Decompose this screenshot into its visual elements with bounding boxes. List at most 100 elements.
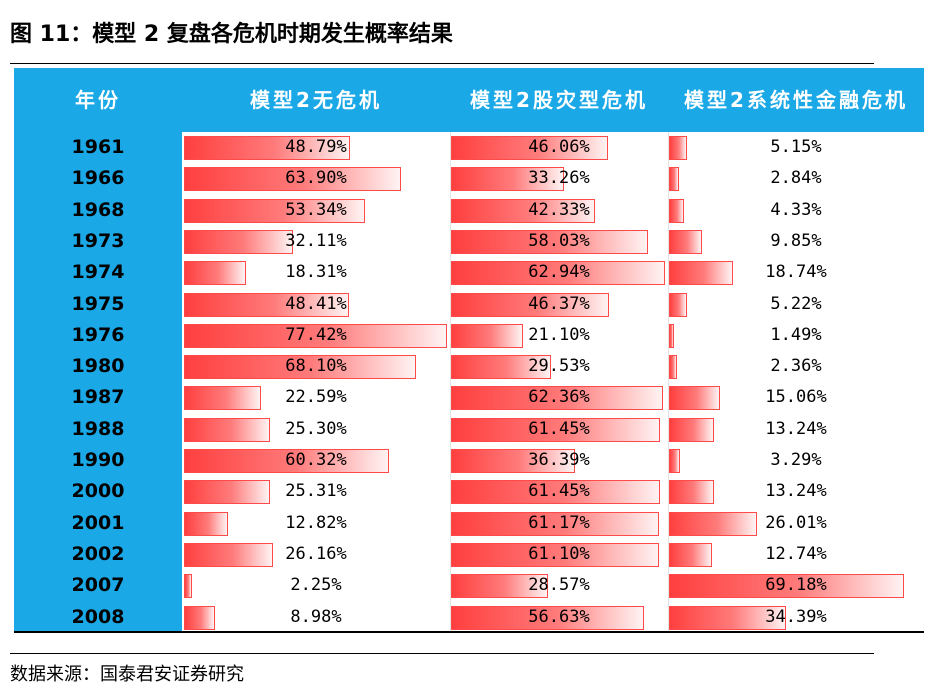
bar-stock-crash <box>451 386 664 411</box>
value-label-no-crisis: 63.90% <box>285 168 347 189</box>
bar-no-crisis <box>184 542 273 567</box>
figure-title: 图 11：模型 2 复盘各危机时期发生概率结果 <box>10 22 453 47</box>
bar-stock-crash <box>451 605 644 630</box>
year-label: 1968 <box>71 198 125 221</box>
value-label-no-crisis: 68.10% <box>285 356 347 377</box>
table-row: 1975 48.41% 46.37% 5.22% <box>14 289 924 320</box>
year-label: 1980 <box>71 355 125 378</box>
table-row: 1990 60.32% 36.39% 3.29% <box>14 445 924 476</box>
year-label: 2001 <box>71 511 125 534</box>
footer-rule <box>10 653 874 654</box>
year-label: 1990 <box>71 449 125 471</box>
column-separator <box>450 132 451 633</box>
bar-systemic-crisis <box>669 417 715 442</box>
bar-stock-crash <box>451 511 659 536</box>
value-label-systemic-crisis: 13.24% <box>765 481 827 502</box>
value-label-systemic-crisis: 4.33% <box>770 199 822 220</box>
value-label-systemic-crisis: 18.74% <box>765 262 827 283</box>
value-label-no-crisis: 60.32% <box>285 450 347 470</box>
value-label-systemic-crisis: 9.85% <box>770 230 822 251</box>
header-year: 年份 <box>75 88 121 112</box>
table-row: 1976 77.42% 21.10% 1.49% <box>14 320 924 351</box>
year-label: 1987 <box>71 386 125 409</box>
bar-systemic-crisis <box>669 323 675 348</box>
bar-systemic-crisis <box>669 261 733 286</box>
value-label-no-crisis: 12.82% <box>285 512 347 533</box>
value-label-systemic-crisis: 2.84% <box>770 168 822 189</box>
value-label-no-crisis: 53.34% <box>285 199 347 220</box>
bar-no-crisis <box>184 198 366 223</box>
value-label-no-crisis: 2.25% <box>290 575 342 596</box>
bar-no-crisis <box>184 386 261 411</box>
bar-no-crisis <box>184 292 349 317</box>
table-row: 1988 25.30% 61.45% 13.24% <box>14 414 924 445</box>
value-label-systemic-crisis: 1.49% <box>770 324 822 345</box>
bar-no-crisis <box>184 417 271 442</box>
value-label-systemic-crisis: 15.06% <box>765 387 827 408</box>
bar-stock-crash <box>451 167 565 192</box>
bar-stock-crash <box>451 323 523 348</box>
bar-stock-crash <box>451 198 595 223</box>
bar-no-crisis <box>184 229 294 254</box>
table-row: 2001 12.82% 61.17% 26.01% <box>14 508 924 539</box>
value-label-systemic-crisis: 13.24% <box>765 418 827 439</box>
bar-systemic-crisis <box>669 229 703 254</box>
bar-systemic-crisis <box>669 542 713 567</box>
year-label: 2000 <box>71 480 125 503</box>
table-row: 2008 8.98% 56.63% 34.39% <box>14 602 924 633</box>
bar-stock-crash <box>451 355 552 380</box>
year-label: 1976 <box>71 323 125 346</box>
value-label-stock-crash: 61.45% <box>528 418 590 439</box>
table-row: 1968 53.34% 42.33% 4.33% <box>14 195 924 226</box>
bar-systemic-crisis <box>669 574 905 599</box>
value-label-no-crisis: 48.41% <box>285 293 347 314</box>
bar-stock-crash <box>451 417 660 442</box>
value-label-stock-crash: 62.94% <box>528 262 590 283</box>
bar-no-crisis <box>184 449 390 473</box>
value-label-no-crisis: 22.59% <box>285 387 347 408</box>
value-label-systemic-crisis: 26.01% <box>765 512 827 533</box>
bar-stock-crash <box>451 480 660 505</box>
table-row: 2000 25.31% 61.45% 13.24% <box>14 476 924 507</box>
bar-systemic-crisis <box>669 198 684 223</box>
table-row: 1961 48.79% 46.06% 5.15% <box>14 132 924 163</box>
source-note: 数据来源：国泰君安证券研究 <box>10 664 244 685</box>
year-label: 2002 <box>71 542 125 565</box>
header-stock-crash: 模型2股灾型危机 <box>470 88 648 112</box>
year-label: 1973 <box>71 229 125 252</box>
table-row: 1987 22.59% 62.36% 15.06% <box>14 382 924 413</box>
column-separator <box>668 132 669 633</box>
value-label-systemic-crisis: 12.74% <box>765 543 827 564</box>
year-column-bg <box>14 132 182 633</box>
bar-stock-crash <box>451 229 649 254</box>
value-label-stock-crash: 58.03% <box>528 230 590 251</box>
bar-stock-crash <box>451 574 549 599</box>
year-label: 1966 <box>71 167 125 190</box>
value-label-stock-crash: 46.06% <box>528 137 590 157</box>
bar-systemic-crisis <box>669 136 687 160</box>
value-label-stock-crash: 36.39% <box>528 450 590 470</box>
table-row: 1973 32.11% 58.03% 9.85% <box>14 226 924 257</box>
bar-stock-crash <box>451 449 575 473</box>
year-label: 1975 <box>71 292 125 315</box>
year-label: 2008 <box>71 605 125 628</box>
year-label: 1974 <box>71 261 125 284</box>
value-label-systemic-crisis: 69.18% <box>765 575 827 596</box>
bar-no-crisis <box>184 136 350 160</box>
bar-no-crisis <box>184 355 416 380</box>
year-label: 1961 <box>71 136 125 158</box>
table-row: 2002 26.16% 61.10% 12.74% <box>14 539 924 570</box>
value-label-no-crisis: 25.30% <box>285 418 347 439</box>
table-header: 年份 模型2无危机 模型2股灾型危机 模型2系统性金融危机 <box>14 68 924 132</box>
value-label-stock-crash: 42.33% <box>528 199 590 220</box>
bar-systemic-crisis <box>669 167 679 192</box>
bottom-rule <box>14 631 924 633</box>
bar-systemic-crisis <box>669 355 678 380</box>
year-label: 2007 <box>71 574 125 597</box>
value-label-stock-crash: 21.10% <box>528 324 590 345</box>
value-label-stock-crash: 61.10% <box>528 543 590 564</box>
bar-no-crisis <box>184 511 228 536</box>
value-label-stock-crash: 61.45% <box>528 481 590 502</box>
header-no-crisis: 模型2无危机 <box>250 88 382 112</box>
value-label-stock-crash: 61.17% <box>528 512 590 533</box>
